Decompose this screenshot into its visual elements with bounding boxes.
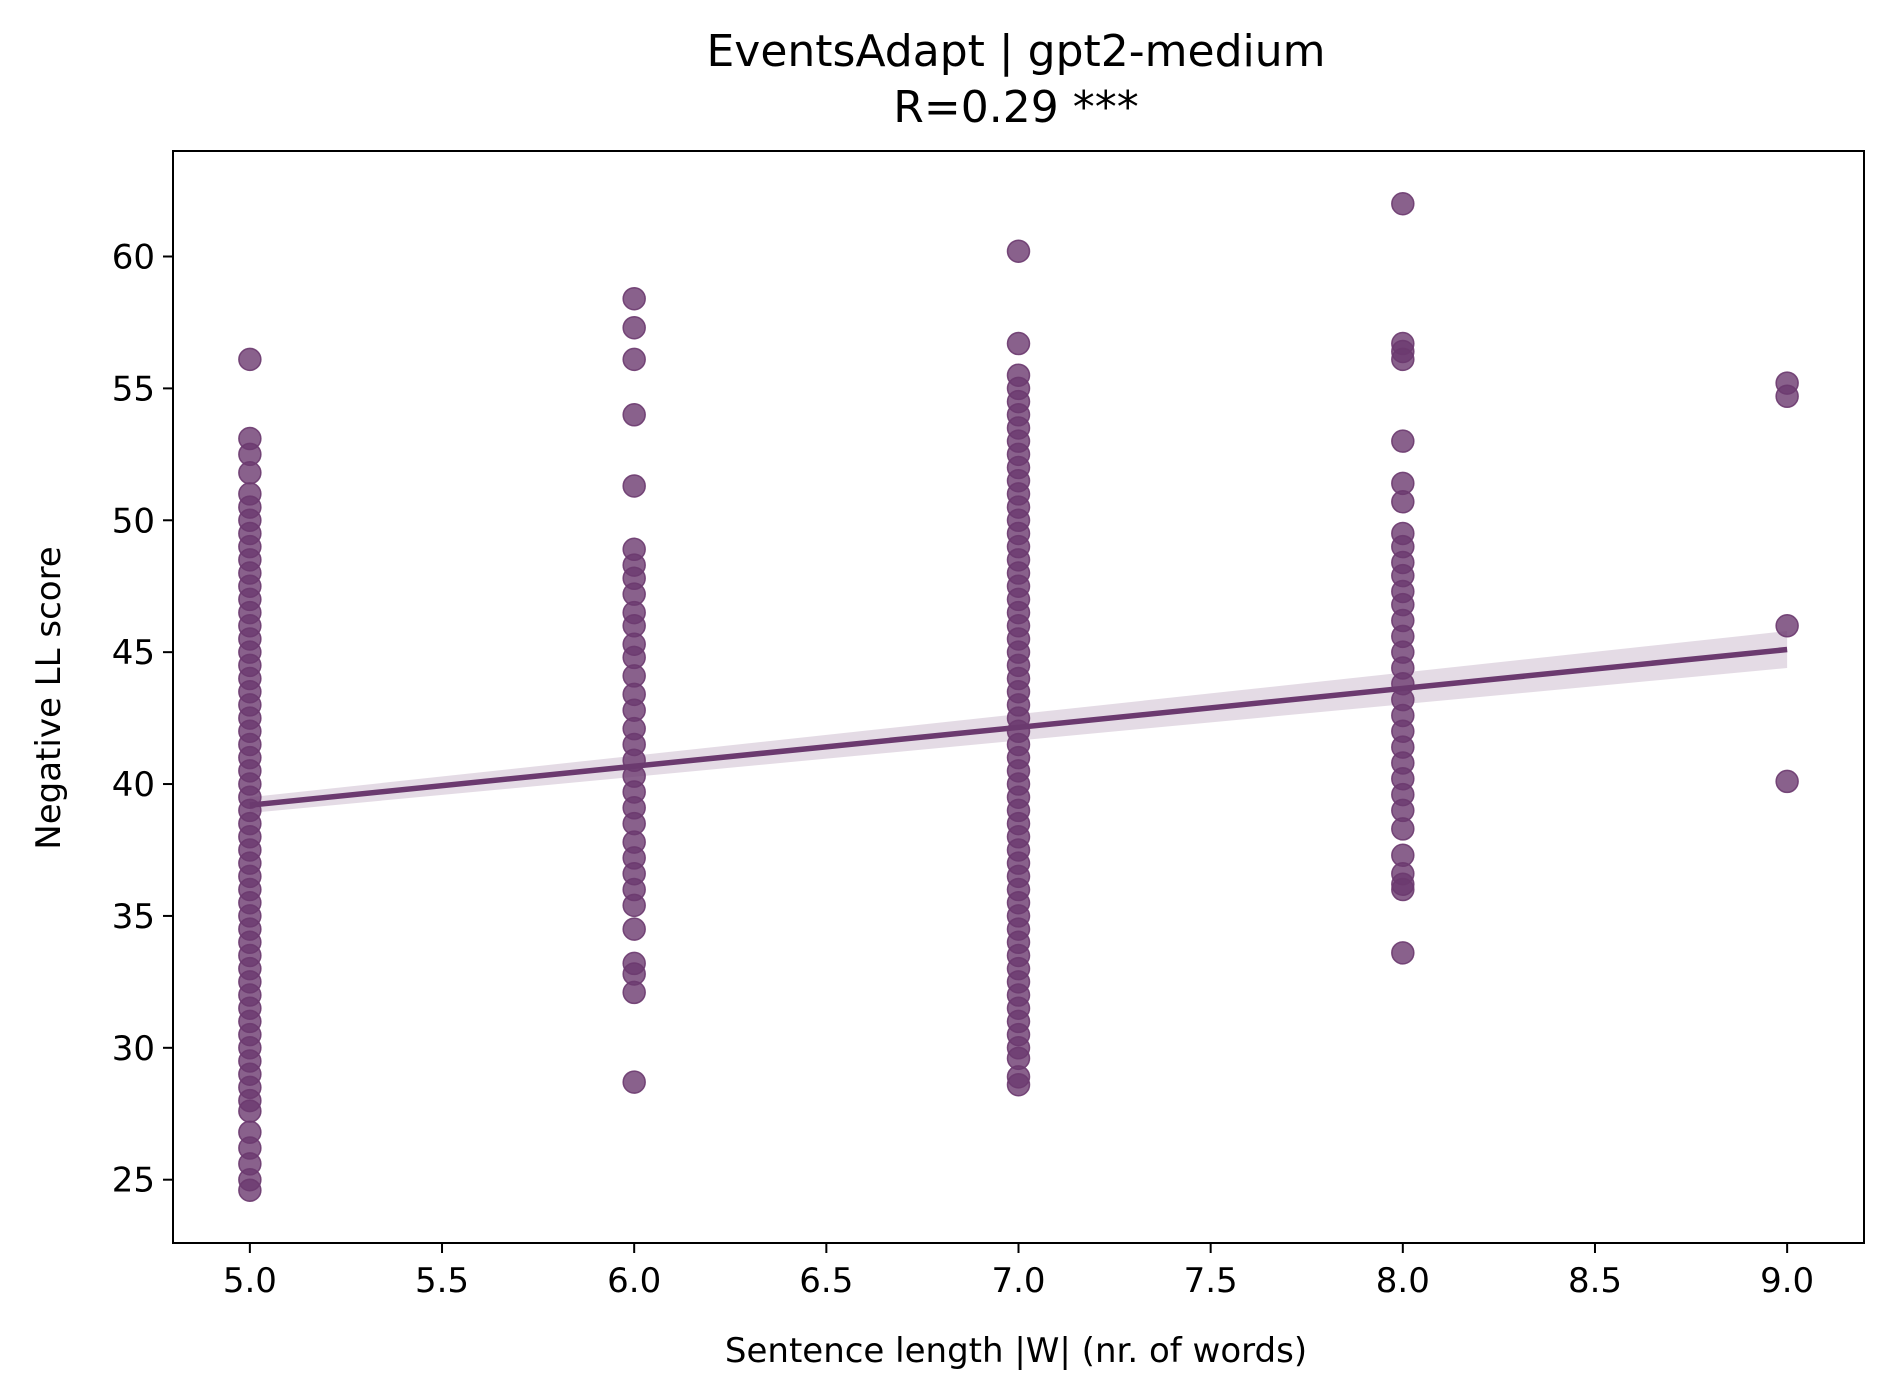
data-point	[622, 315, 646, 340]
x-tick-label: 5.0	[223, 1261, 277, 1301]
x-tick-label: 6.5	[799, 1261, 853, 1301]
chart-title: EventsAdapt | gpt2-medium	[707, 26, 1326, 77]
data-point	[622, 403, 646, 427]
data-point	[238, 347, 262, 372]
data-point	[1006, 1072, 1031, 1097]
data-point	[622, 917, 646, 941]
y-tick-label: 35	[112, 897, 155, 937]
data-point	[1391, 817, 1415, 841]
data-point	[1391, 490, 1415, 514]
data-point	[1775, 614, 1799, 638]
data-point	[1391, 347, 1415, 372]
data-point	[1391, 941, 1415, 965]
data-point	[1391, 192, 1415, 216]
data-point	[622, 893, 646, 918]
points-layer	[238, 192, 1799, 1202]
data-point	[238, 461, 262, 485]
data-point	[622, 474, 646, 498]
data-point	[238, 1178, 262, 1202]
regression-line	[249, 646, 1788, 808]
x-tick-label: 8.0	[1376, 1261, 1430, 1301]
y-tick-label: 55	[112, 369, 155, 409]
data-point	[1775, 384, 1799, 409]
data-point	[1006, 239, 1031, 263]
axes-layer: 5.0 5.5 6.0 6.5 7.0 7.5 8.0 8.5 9.0 25 30 35 40 45 50 5…	[112, 150, 1865, 1301]
data-point	[238, 1099, 262, 1123]
data-point	[622, 347, 646, 372]
data-point	[622, 980, 646, 1005]
chart-subtitle: R=0.29 ***	[893, 82, 1138, 133]
y-tick-label: 25	[112, 1161, 155, 1201]
x-tick-label: 8.5	[1568, 1261, 1622, 1301]
y-tick-label: 30	[112, 1029, 155, 1069]
y-tick-label: 60	[112, 238, 155, 278]
data-point	[1775, 769, 1799, 794]
data-point	[1391, 877, 1415, 902]
y-axis-label: Negative LL score	[29, 546, 69, 849]
x-axis-label: Sentence length |W| (nr. of words)	[725, 1331, 1307, 1371]
x-tick-label: 9.0	[1760, 1261, 1814, 1301]
data-point	[622, 1070, 646, 1094]
x-tick-label: 7.0	[991, 1261, 1045, 1301]
y-tick-label: 50	[112, 501, 155, 541]
y-tick-label: 40	[112, 765, 155, 805]
y-tick-label: 45	[112, 633, 155, 673]
data-point	[622, 286, 646, 311]
data-point	[1006, 331, 1031, 356]
x-tick-label: 6.0	[607, 1261, 661, 1301]
x-tick-label: 5.5	[415, 1261, 469, 1301]
regression-line-layer	[249, 646, 1788, 808]
data-point	[1391, 429, 1415, 453]
x-tick-label: 7.5	[1184, 1261, 1238, 1301]
